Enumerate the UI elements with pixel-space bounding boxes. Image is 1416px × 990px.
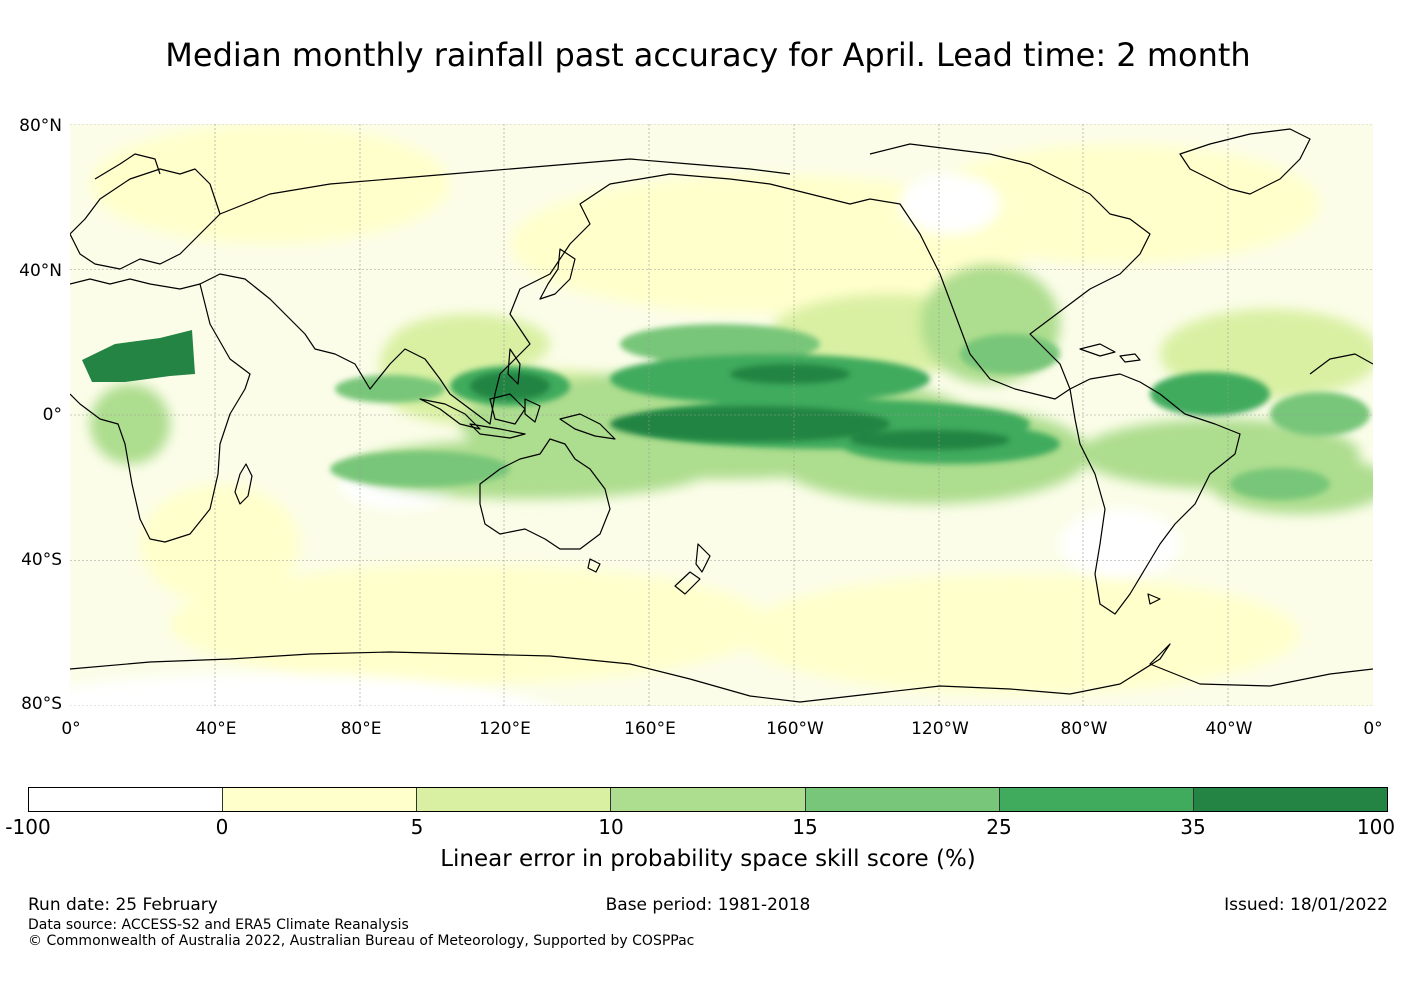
issued-date: Issued: 18/01/2022	[1224, 895, 1388, 915]
colorbar-tick: 10	[598, 815, 624, 839]
colorbar-segment	[611, 788, 806, 811]
colorbar-segment	[417, 788, 612, 811]
chart-title: Median monthly rainfall past accuracy fo…	[165, 36, 1251, 74]
lon-label-80e: 80°E	[340, 719, 382, 739]
lat-label-40n: 40°N	[19, 261, 62, 281]
colorbar-tick: 15	[792, 815, 818, 839]
lon-label-40w: 40°W	[1205, 719, 1253, 739]
colorbar-segment	[805, 788, 1000, 811]
skill-score-field	[70, 124, 1373, 706]
colorbar-segment	[1193, 788, 1387, 811]
colorbar-tick: -100	[5, 815, 51, 839]
colorbar-segment	[223, 788, 418, 811]
colorbar-tick: 0	[215, 815, 229, 839]
lon-label-40e: 40°E	[195, 719, 237, 739]
skill-score-map	[70, 124, 1373, 706]
lat-label-80n: 80°N	[19, 116, 62, 136]
lon-label-160e: 160°E	[624, 719, 676, 739]
colorbar-segment	[999, 788, 1194, 811]
colorbar	[28, 787, 1388, 812]
colorbar-tick: 100	[1356, 815, 1396, 839]
colorbar-segment	[29, 788, 224, 811]
lon-label-160w: 160°W	[766, 719, 824, 739]
lon-label-120w: 120°W	[911, 719, 969, 739]
copyright: © Commonwealth of Australia 2022, Austra…	[28, 933, 695, 949]
lat-label-0: 0°	[42, 405, 62, 425]
colorbar-tick: 35	[1180, 815, 1206, 839]
coastlines	[70, 128, 1373, 703]
lon-label-0: 0°	[61, 719, 81, 739]
data-source: Data source: ACCESS-S2 and ERA5 Climate …	[28, 917, 409, 933]
lon-label-0-east: 0°	[1363, 719, 1383, 739]
colorbar-tick: 25	[986, 815, 1012, 839]
lon-label-120e: 120°E	[479, 719, 531, 739]
map-gridlines	[70, 124, 1373, 706]
lon-label-80w: 80°W	[1060, 719, 1108, 739]
colorbar-tick: 5	[410, 815, 424, 839]
run-date: Run date: 25 February	[28, 895, 218, 915]
colorbar-label: Linear error in probability space skill …	[440, 846, 976, 872]
lat-label-40s: 40°S	[21, 550, 62, 570]
lat-label-80s: 80°S	[21, 694, 62, 714]
base-period: Base period: 1981-2018	[605, 895, 811, 915]
